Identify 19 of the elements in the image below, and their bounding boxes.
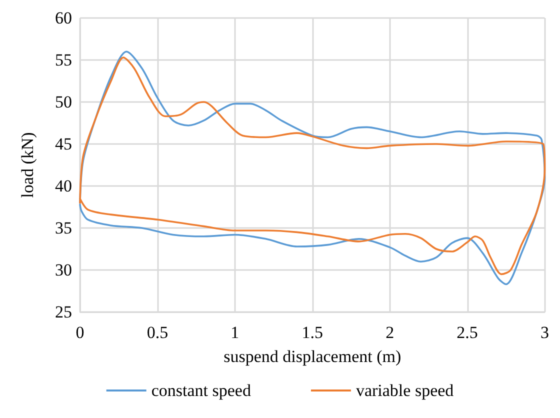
y-axis-title: load (kN) bbox=[18, 132, 37, 198]
x-tick-label: 2.5 bbox=[456, 323, 478, 342]
y-tick-label: 35 bbox=[55, 218, 72, 238]
y-tick-label: 55 bbox=[55, 50, 72, 70]
y-tick-label: 50 bbox=[55, 92, 72, 112]
y-tick-label: 45 bbox=[55, 134, 72, 154]
x-tick-label: 1.5 bbox=[302, 323, 323, 342]
x-tick-label: 2 bbox=[386, 323, 394, 342]
y-tick-label: 30 bbox=[55, 260, 72, 280]
x-tick-label: 3 bbox=[540, 323, 549, 342]
x-tick-label: 0.5 bbox=[146, 323, 168, 342]
x-axis-title: suspend displacement (m) bbox=[224, 347, 402, 366]
y-tick-label: 40 bbox=[55, 176, 72, 196]
x-tick-label: 1 bbox=[230, 323, 240, 342]
y-tick-label: 60 bbox=[55, 8, 72, 28]
x-tick-label: 0 bbox=[76, 323, 84, 342]
legend-label: constant speed bbox=[151, 381, 252, 400]
y-tick-label: 25 bbox=[55, 302, 72, 322]
legend-label: variable speed bbox=[356, 381, 454, 400]
